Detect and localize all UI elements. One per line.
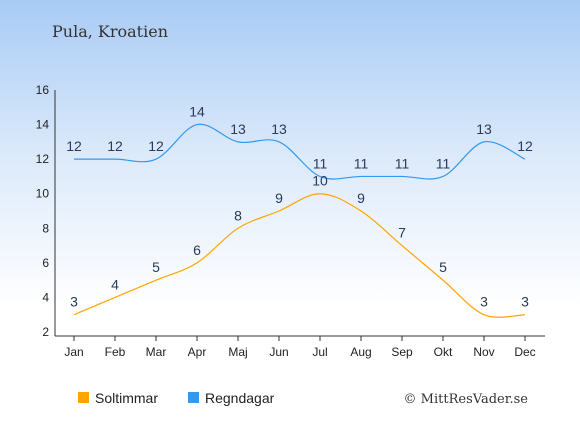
data-label-regndagar: 13 — [230, 121, 246, 137]
x-tick-label: Mar — [146, 345, 167, 359]
credit-text: © MittResVader.se — [404, 392, 529, 407]
data-label-soltimmar: 9 — [357, 190, 365, 206]
y-tick-label: 2 — [42, 325, 49, 339]
x-tick-label: Jul — [312, 345, 327, 359]
legend-swatch-soltimmar — [78, 392, 89, 403]
y-tick-label: 8 — [42, 221, 49, 235]
x-tick-label: Jun — [269, 345, 288, 359]
data-label-regndagar: 13 — [476, 121, 492, 137]
data-label-regndagar: 11 — [436, 155, 451, 171]
data-label-regndagar: 11 — [354, 155, 369, 171]
y-tick-label: 6 — [42, 256, 49, 270]
legend: Soltimmar Regndagar — [78, 390, 275, 406]
data-label-soltimmar: 5 — [439, 259, 447, 275]
x-tick-label: Sep — [391, 345, 413, 359]
data-label-regndagar: 12 — [66, 138, 82, 154]
data-label-soltimmar: 6 — [193, 242, 201, 258]
data-label-soltimmar: 9 — [275, 190, 283, 206]
data-label-soltimmar: 10 — [312, 173, 328, 189]
axes: 2 4 6 8 10 12 14 16 Jan Feb Mar Apr Maj Jun Jul Aug Sep O… — [36, 83, 545, 359]
y-tick-label: 12 — [36, 152, 50, 166]
data-label-regndagar: 12 — [148, 138, 164, 154]
series-line-soltimmar — [73, 193, 526, 318]
data-label-regndagar: 13 — [271, 121, 287, 137]
y-tick-label: 4 — [42, 290, 49, 304]
x-tick-label: Nov — [473, 345, 494, 359]
x-tick-label: Jan — [64, 345, 83, 359]
data-label-soltimmar: 7 — [398, 225, 406, 241]
data-label-regndagar: 11 — [395, 155, 410, 171]
data-label-regndagar: 12 — [517, 138, 533, 154]
data-label-soltimmar: 4 — [111, 276, 119, 292]
data-label-soltimmar: 5 — [152, 259, 160, 275]
x-tick-label: Okt — [434, 345, 453, 359]
x-tick-label: Dec — [514, 345, 535, 359]
series-line-regndagar — [73, 123, 526, 180]
data-label-soltimmar: 8 — [234, 207, 242, 223]
data-label-soltimmar: 3 — [480, 294, 488, 310]
y-tick-label: 10 — [36, 187, 50, 201]
x-tick-label: Apr — [188, 345, 207, 359]
chart-title: Pula, Kroatien — [52, 22, 168, 41]
data-label-regndagar: 12 — [107, 138, 123, 154]
data-label-regndagar: 11 — [313, 155, 328, 171]
x-tick-label: Maj — [228, 345, 247, 359]
x-tick-label: Feb — [105, 345, 126, 359]
data-labels: 3 4 5 6 8 9 10 9 7 5 3 3 12 12 12 14 13 13 11 11 11 11 13 12 — [66, 104, 533, 310]
data-label-soltimmar: 3 — [70, 294, 78, 310]
legend-swatch-regndagar — [188, 392, 199, 403]
data-label-soltimmar: 3 — [521, 294, 529, 310]
data-label-regndagar: 14 — [189, 104, 205, 120]
x-tick-label: Aug — [350, 345, 371, 359]
y-tick-label: 14 — [36, 118, 50, 132]
legend-label-soltimmar: Soltimmar — [95, 390, 158, 406]
legend-label-regndagar: Regndagar — [205, 390, 275, 406]
y-tick-label: 16 — [36, 83, 50, 97]
series-lines — [73, 123, 526, 318]
